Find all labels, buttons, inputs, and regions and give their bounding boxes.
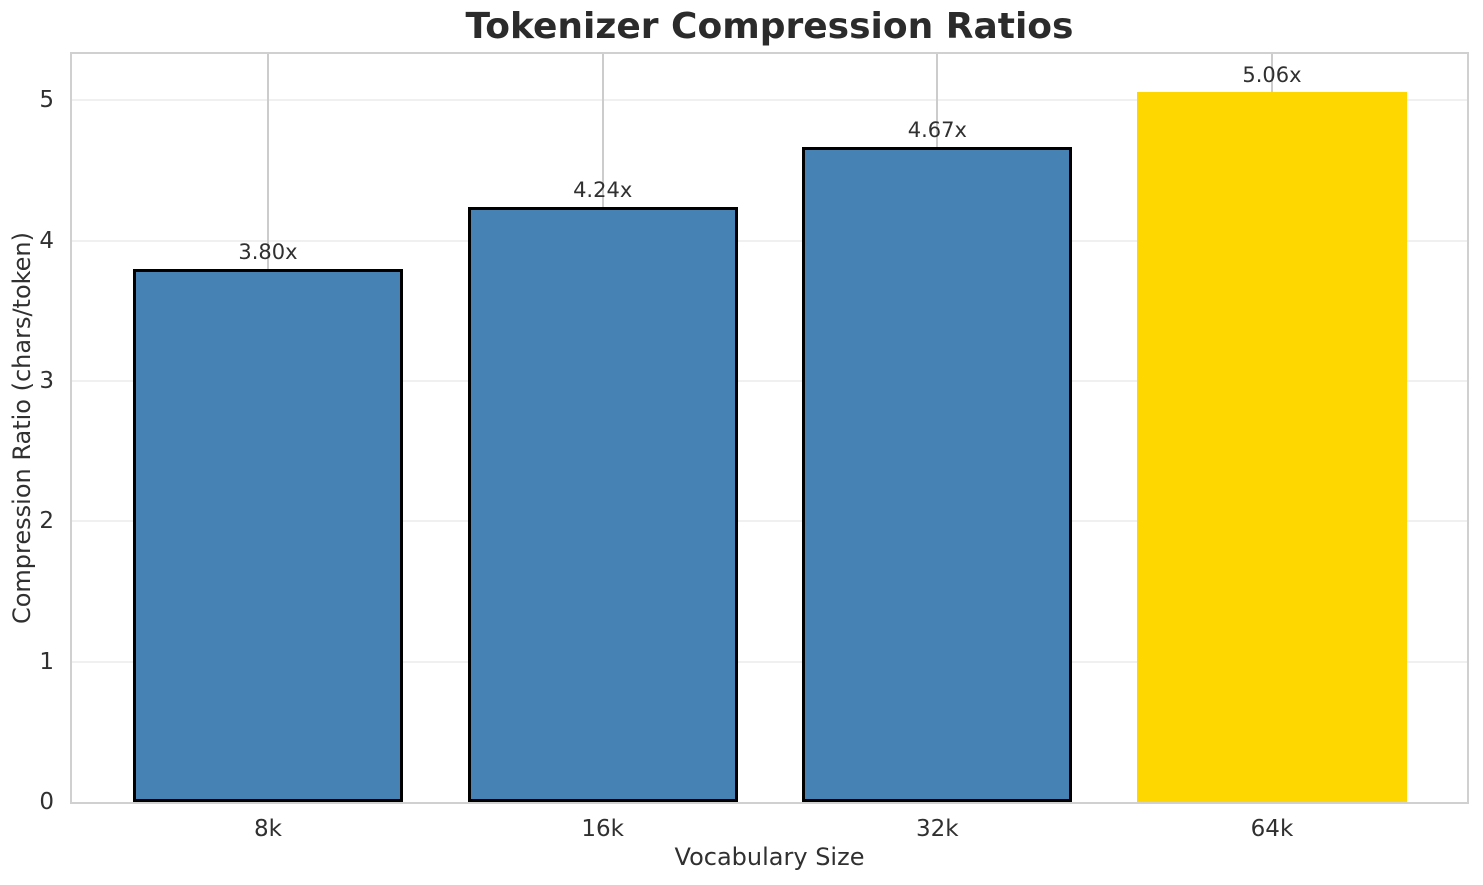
ytick-label-4: 4 [39,227,54,254]
y-axis-label: Compression Ratio (chars/token) [8,231,36,625]
bar-value-label-16k: 4.24x [573,177,633,202]
bar-16k [467,206,738,802]
ytick-label-3: 3 [39,367,54,394]
xtick-label-32k: 32k [916,816,959,842]
gridline-y-5 [72,99,1467,102]
ytick-label-2: 2 [39,508,54,535]
xtick-label-16k: 16k [581,816,624,842]
xtick-label-8k: 8k [254,816,282,842]
bar-value-label-64k: 5.06x [1242,62,1302,87]
bar-value-label-8k: 3.80x [238,239,298,264]
gridline-y-2 [72,520,1467,523]
gridline-y-4 [72,239,1467,242]
gridline-y-3 [72,379,1467,382]
bar-64k [1136,91,1407,802]
chart-title: Tokenizer Compression Ratios [465,6,1074,47]
bar-value-label-32k: 4.67x [907,117,967,142]
x-axis-label: Vocabulary Size [674,843,865,871]
plot-area: 3.80x 4.24x 4.67x 5.06x [70,52,1469,804]
ytick-label-0: 0 [39,789,54,815]
bar-32k [802,146,1073,802]
gridline-y-1 [72,660,1467,663]
xtick-label-64k: 64k [1250,816,1294,842]
ytick-label-1: 1 [39,648,54,675]
ytick-label-5: 5 [39,87,54,114]
bar-8k [132,268,403,802]
